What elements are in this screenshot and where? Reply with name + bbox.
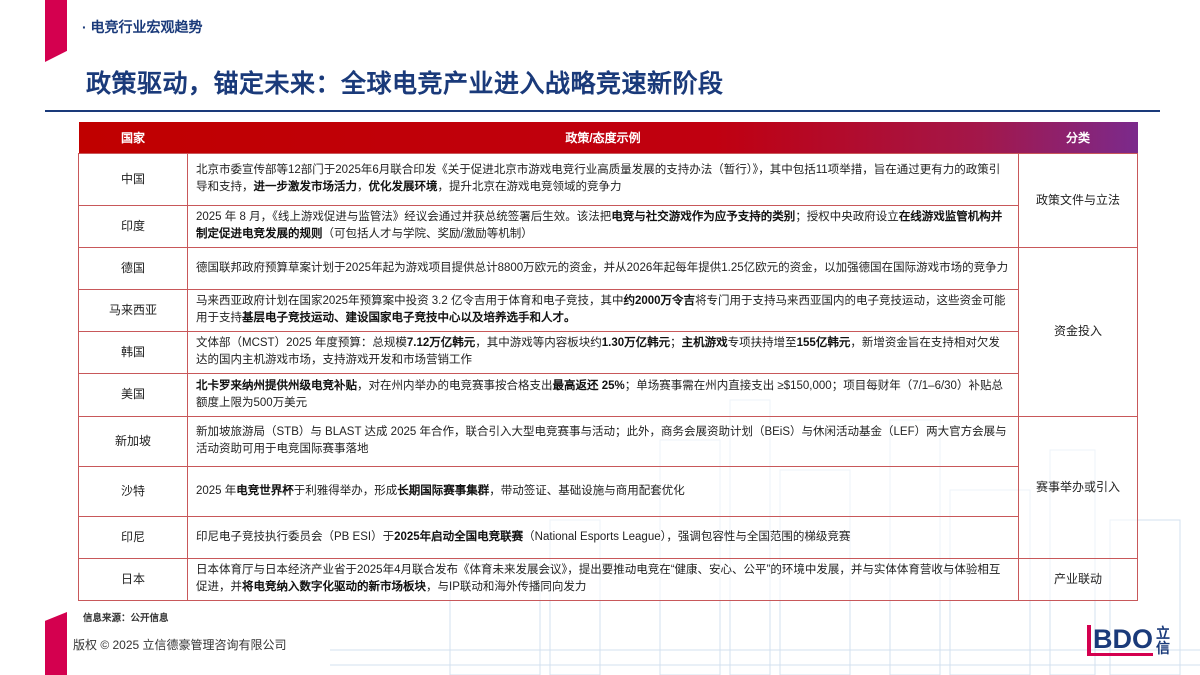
policy-cell: 日本体育厅与日本经济产业省于2025年4月联合发布《体育未来发展会议》，提出要推… [187, 557, 1019, 601]
policy-text: 北京市委宣传部等12部门于2025年6月联合印发《关于促进北京市游戏电竞行业高质… [196, 164, 1001, 193]
decorative-tab-top [45, 0, 67, 62]
policy-cell: 北卡罗来纳州提供州级电竞补贴，对在州内举办的电竞赛事按合格支出最高返还 25%；… [187, 372, 1019, 417]
policy-cell: 印尼电子竞技执行委员会（PB ESI）于2025年启动全国电竞联赛（Nation… [187, 515, 1019, 559]
policy-highlight: 在线游戏监管机构并制定促进电竞发展的规则 [196, 211, 1003, 240]
policy-cell: 新加坡旅游局（STB）与 BLAST 达成 2025 年合作，联合引入大型电竞赛… [187, 415, 1019, 467]
policy-highlight: 7.12万亿韩元 [406, 337, 476, 349]
policy-text: ，对在州内举办的电竞赛事按合格支出 [357, 379, 553, 392]
policy-cell: 德国联邦政府预算草案计划于2025年起为游戏项目提供总计8800万欧元的资金，并… [187, 246, 1019, 290]
section-label: · 电竞行业宏观趋势 [82, 19, 203, 35]
policy-text: 于利雅得举办，形成 [293, 484, 398, 497]
policy-text: 德国联邦政府预算草案计划于2025年起为游戏项目提供总计8800万欧元的资金，并… [196, 261, 1009, 274]
table-row: 印尼 印尼电子竞技执行委员会（PB ESI）于2025年启动全国电竞联赛（Nati… [78, 515, 1138, 559]
bdo-logo: BDO 立信 [1087, 625, 1174, 656]
policy-text: 印尼电子竞技执行委员会（PB ESI）于 [196, 530, 395, 543]
policy-highlight: 进一步激发市场活力 [253, 181, 358, 193]
table-row: 日本 日本体育厅与日本经济产业省于2025年4月联合发布《体育未来发展会议》，提出… [78, 557, 1138, 601]
title-divider [45, 110, 1160, 112]
policy-highlight: 基层电子竞技运动、建设国家电子竞技中心以及培养选手和人才。 [242, 312, 576, 324]
policy-text: 将专门用于支持马来西亚国内的电子竞技运动，这些资金可能用于支持 [196, 295, 1006, 324]
policy-text: ，提升北京在游戏电竞领域的竞争力 [437, 181, 622, 193]
column-header-category: 分类 [1065, 130, 1090, 145]
table-row: 德国 德国联邦政府预算草案计划于2025年起为游戏项目提供总计8800万欧元的资金… [78, 246, 1138, 417]
table-row: 印度 2025 年 8 月，《线上游戏促进与监管法》经议会通过并获总统签署后生效。… [78, 204, 1138, 248]
policy-highlight: 155亿韩元 [796, 337, 851, 349]
source-note: 信息来源：公开信息 [83, 613, 169, 624]
policy-highlight: 2025年启动全国电竞联赛 [394, 530, 524, 543]
table-row: 马来西亚 马来西亚政府计划在国家2025年预算案中投资 3.2 亿令吉用于体育和电… [78, 288, 1138, 332]
country-cell: 中国 [78, 152, 188, 206]
policy-text: ； [670, 337, 682, 349]
table-row: 韩国 文体部（MCST）2025 年度预算：总规模7.12万亿韩元，其中游戏等内容… [78, 330, 1138, 374]
policy-highlight: 1.30万亿韩元 [601, 337, 671, 349]
table-row: 新加坡 新加坡旅游局（STB）与 BLAST 达成 2025 年合作，联合引入大型… [78, 415, 1138, 559]
policy-highlight: 最高返还 25% [552, 379, 625, 392]
country-cell: 韩国 [78, 330, 188, 374]
policy-text: ，新增资金旨在支持相对欠发达的国内主机游戏市场，支持游戏开发和市场营销工作 [196, 337, 1000, 366]
policy-text: 2025 年 [196, 484, 237, 497]
table-header-row: 国家 政策/态度示例 分类 [78, 122, 1138, 153]
policy-highlight: 电竞世界杯 [236, 484, 294, 497]
column-header-policy: 政策/态度示例 [565, 130, 641, 145]
policy-text: ，其中游戏等内容板块约 [475, 337, 602, 349]
policy-text: （National Esports League），强调包容性与全国范围的梯级竞… [523, 530, 851, 543]
category-cell: 资金投入 [1018, 246, 1138, 417]
country-cell: 印尼 [78, 515, 188, 559]
country-cell: 印度 [78, 204, 188, 248]
policy-text: ，带动签证、基础设施与商用配套优化 [489, 484, 685, 497]
category-cell: 政策文件与立法 [1018, 152, 1138, 248]
policy-highlight: 约2000万令吉 [623, 295, 696, 307]
policy-text: ，与IP联动和海外传播同向发力 [426, 581, 587, 593]
column-header-country: 国家 [120, 130, 145, 145]
policy-text: （可包括人才与学院、奖励/激励等机制） [322, 228, 533, 240]
policy-text: 2025 年 8 月，《线上游戏促进与监管法》经议会通过并获总统签署后生效。该法… [196, 211, 612, 223]
policy-text: 新加坡旅游局（STB）与 BLAST 达成 2025 年合作，联合引入大型电竞赛… [196, 426, 1007, 455]
country-cell: 日本 [78, 557, 188, 601]
policy-highlight: 优化发展环境 [368, 181, 438, 193]
country-cell: 沙特 [78, 465, 188, 517]
policy-cell: 北京市委宣传部等12部门于2025年6月联合印发《关于促进北京市游戏电竞行业高质… [187, 152, 1019, 206]
country-cell: 美国 [78, 372, 188, 417]
country-cell: 马来西亚 [78, 288, 188, 332]
policy-text: ；授权中央政府设立 [795, 211, 899, 223]
copyright: 版权 © 2025 立信德豪管理咨询有限公司 [73, 638, 287, 652]
policy-table: 国家 政策/态度示例 分类 中国 北京市委宣传部等12部门于2025年6月联合印发… [78, 122, 1138, 601]
policy-highlight: 长期国际赛事集群 [397, 484, 490, 497]
policy-text: 文体部（MCST）2025 年度预算：总规模 [196, 337, 407, 349]
table-row: 中国 北京市委宣传部等12部门于2025年6月联合印发《关于促进北京市游戏电竞行业… [78, 152, 1138, 248]
policy-cell: 2025 年电竞世界杯于利雅得举办，形成长期国际赛事集群，带动签证、基础设施与商… [187, 465, 1019, 517]
policy-text: ， [357, 181, 369, 193]
policy-highlight: 电竞与社交游戏作为应予支持的类别 [611, 211, 796, 223]
policy-text: 专项扶持增至 [727, 337, 797, 349]
policy-text: 日本体育厅与日本经济产业省于2025年4月联合发布《体育未来发展会议》，提出要推… [196, 564, 1001, 593]
country-cell: 德国 [78, 246, 188, 290]
policy-text: ；单场赛事需在州内直接支出 ≥$150,000；项目每财年（7/1–6/30）补… [196, 379, 1003, 409]
policy-highlight: 主机游戏 [681, 337, 728, 349]
policy-highlight: 将电竞纳入数字化驱动的新市场板块 [242, 581, 426, 593]
decorative-tab-bottom [45, 612, 67, 675]
category-cell: 赛事举办或引入 [1018, 415, 1138, 559]
table-row: 美国 北卡罗来纳州提供州级电竞补贴，对在州内举办的电竞赛事按合格支出最高返还 25… [78, 372, 1138, 417]
country-cell: 新加坡 [78, 415, 188, 467]
table-row: 沙特 2025 年电竞世界杯于利雅得举办，形成长期国际赛事集群，带动签证、基础设施… [78, 465, 1138, 517]
category-cell: 产业联动 [1018, 557, 1138, 601]
policy-text: 马来西亚政府计划在国家2025年预算案中投资 3.2 亿令吉用于体育和电子竞技，… [196, 295, 624, 307]
policy-cell: 2025 年 8 月，《线上游戏促进与监管法》经议会通过并获总统签署后生效。该法… [187, 204, 1019, 248]
policy-cell: 文体部（MCST）2025 年度预算：总规模7.12万亿韩元，其中游戏等内容板块… [187, 330, 1019, 374]
policy-highlight: 北卡罗来纳州提供州级电竞补贴 [196, 379, 357, 392]
page-title: 政策驱动，锚定未来：全球电竞产业进入战略竞速新阶段 [86, 70, 724, 98]
policy-cell: 马来西亚政府计划在国家2025年预算案中投资 3.2 亿令吉用于体育和电子竞技，… [187, 288, 1019, 332]
